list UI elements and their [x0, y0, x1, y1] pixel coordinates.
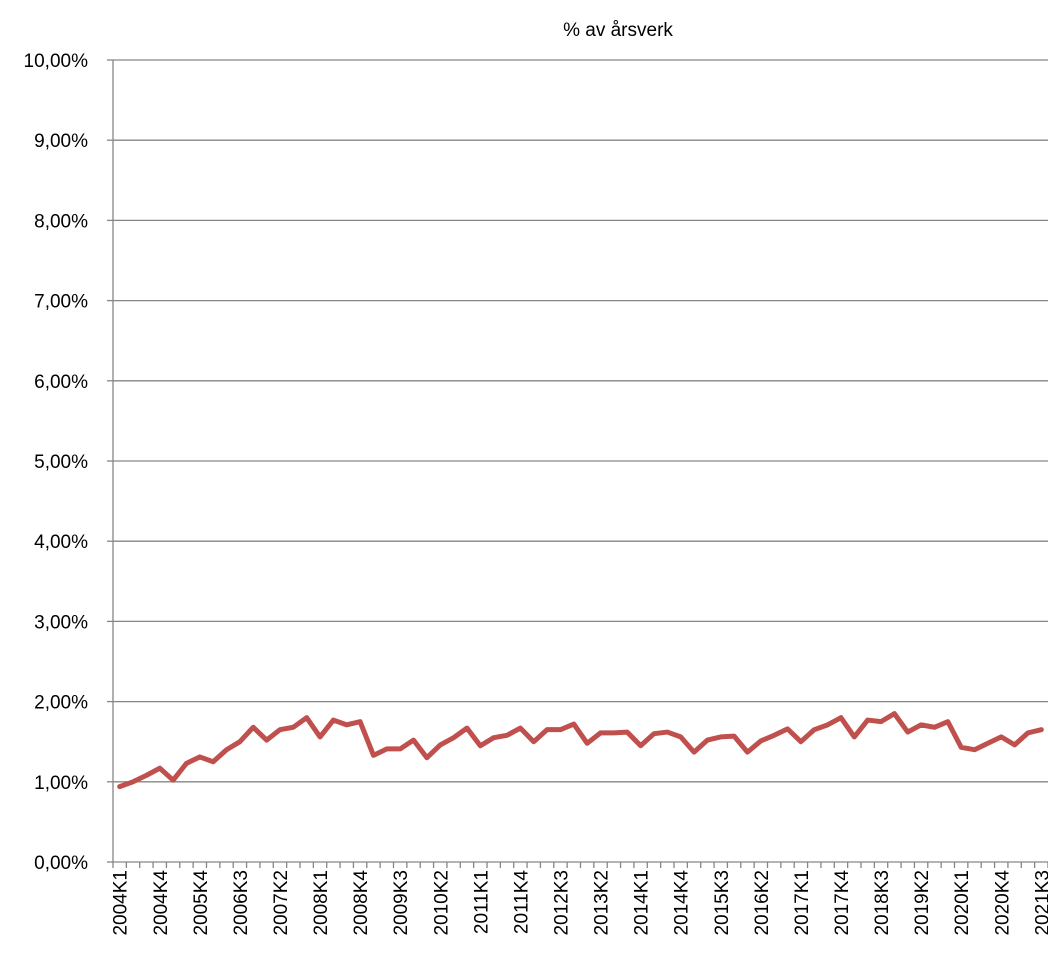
x-tick-label: 2013K2: [592, 870, 613, 936]
x-tick-label: 2008K4: [351, 870, 372, 936]
x-tick-label: 2017K1: [792, 870, 813, 936]
x-tick-label: 2012K3: [551, 870, 572, 936]
x-tick-label: 2004K4: [151, 870, 172, 936]
x-tick-label: 2011K4: [511, 870, 532, 935]
x-tick-label: 2006K3: [231, 870, 252, 936]
x-tick-label: 2004K1: [111, 870, 132, 936]
x-tick-label: 2020K1: [952, 870, 973, 936]
x-tick-label: 2014K1: [632, 870, 653, 936]
chart-title: % av årsverk: [563, 20, 673, 41]
y-tick-label: 3,00%: [34, 612, 88, 633]
x-tick-label: 2008K1: [311, 870, 332, 936]
y-tick-label: 5,00%: [34, 452, 88, 473]
y-tick-label: 7,00%: [34, 292, 88, 313]
x-tick-label: 2011K1: [471, 870, 492, 934]
y-tick-label: 4,00%: [34, 532, 88, 553]
y-tick-label: 8,00%: [34, 211, 88, 232]
x-tick-label: 2020K4: [992, 870, 1013, 936]
data-line: [117, 711, 1044, 790]
y-tick-label: 0,00%: [34, 853, 88, 874]
x-tick-label: 2005K4: [191, 870, 212, 936]
y-tick-label: 6,00%: [34, 372, 88, 393]
y-tick-label: 9,00%: [34, 131, 88, 152]
x-tick-label: 2016K2: [752, 870, 773, 936]
x-tick-label: 2014K4: [672, 870, 693, 936]
x-tick-label: 2017K4: [832, 870, 853, 936]
x-tick-label: 2019K2: [912, 870, 933, 936]
x-tick-label: 2007K2: [271, 870, 292, 936]
x-tick-label: 2015K3: [712, 870, 733, 936]
x-tick-label: 2010K2: [431, 870, 452, 936]
y-tick-label: 1,00%: [34, 773, 88, 794]
x-tick-label: 2009K3: [391, 870, 412, 936]
x-tick-label: 2021K3: [1032, 870, 1048, 936]
y-tick-label: 10,00%: [24, 51, 89, 72]
y-tick-label: 2,00%: [34, 693, 88, 714]
x-tick-label: 2018K3: [872, 870, 893, 936]
